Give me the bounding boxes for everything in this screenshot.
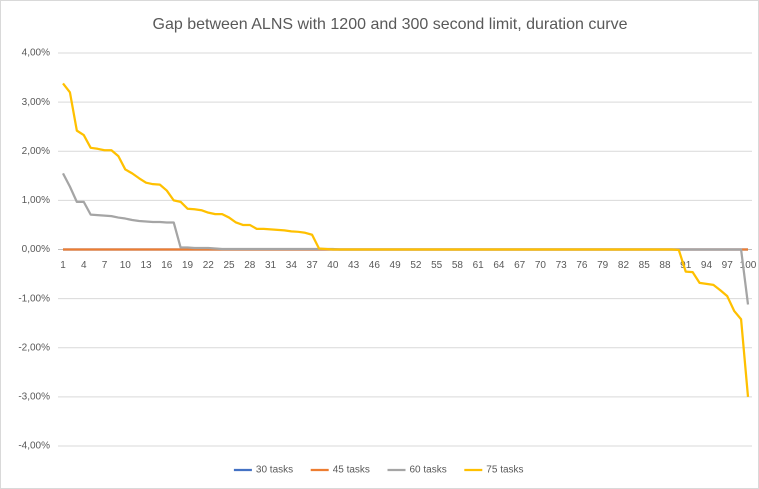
x-tick-label: 94 <box>701 260 713 271</box>
x-tick-label: 4 <box>81 260 87 271</box>
y-tick-label: -2,00% <box>18 342 50 353</box>
x-tick-label: 7 <box>102 260 108 271</box>
x-tick-label: 52 <box>410 260 422 271</box>
x-tick-label: 88 <box>659 260 671 271</box>
x-tick-label: 1 <box>60 260 66 271</box>
y-tick-label: 4,00% <box>22 48 50 59</box>
x-tick-label: 58 <box>452 260 464 271</box>
x-tick-label: 73 <box>556 260 568 271</box>
y-tick-label: 0,00% <box>22 244 50 255</box>
legend-label: 30 tasks <box>256 465 293 476</box>
legend-label: 45 tasks <box>333 465 370 476</box>
y-tick-label: -4,00% <box>18 441 50 452</box>
x-tick-label: 64 <box>493 260 505 271</box>
x-tick-label: 76 <box>576 260 588 271</box>
x-tick-label: 31 <box>265 260 277 271</box>
x-tick-label: 85 <box>639 260 651 271</box>
legend-label: 60 tasks <box>410 465 447 476</box>
x-tick-label: 40 <box>327 260 339 271</box>
series-line <box>62 82 750 397</box>
x-tick-label: 34 <box>286 260 298 271</box>
x-tick-label: 25 <box>223 260 235 271</box>
y-tick-label: 3,00% <box>22 97 50 108</box>
x-tick-label: 100 <box>740 260 757 271</box>
x-tick-label: 13 <box>140 260 152 271</box>
x-tick-label: 46 <box>369 260 381 271</box>
chart-title: Gap between ALNS with 1200 and 300 secon… <box>153 16 628 33</box>
y-tick-label: -1,00% <box>18 293 50 304</box>
x-tick-label: 19 <box>182 260 194 271</box>
legend-label: 75 tasks <box>486 465 523 476</box>
y-tick-label: 2,00% <box>22 146 50 157</box>
x-tick-label: 79 <box>597 260 609 271</box>
y-tick-label: -3,00% <box>18 392 50 403</box>
x-tick-label: 91 <box>680 260 692 271</box>
x-tick-label: 28 <box>244 260 256 271</box>
x-tick-label: 55 <box>431 260 443 271</box>
x-tick-label: 97 <box>722 260 734 271</box>
x-tick-label: 61 <box>473 260 485 271</box>
x-tick-label: 43 <box>348 260 360 271</box>
x-tick-label: 22 <box>203 260 215 271</box>
x-tick-label: 67 <box>514 260 526 271</box>
x-tick-label: 37 <box>307 260 319 271</box>
y-tick-label: 1,00% <box>22 195 50 206</box>
x-tick-label: 82 <box>618 260 630 271</box>
x-tick-label: 49 <box>390 260 402 271</box>
x-tick-label: 10 <box>120 260 132 271</box>
x-tick-label: 16 <box>161 260 173 271</box>
x-tick-label: 70 <box>535 260 547 271</box>
